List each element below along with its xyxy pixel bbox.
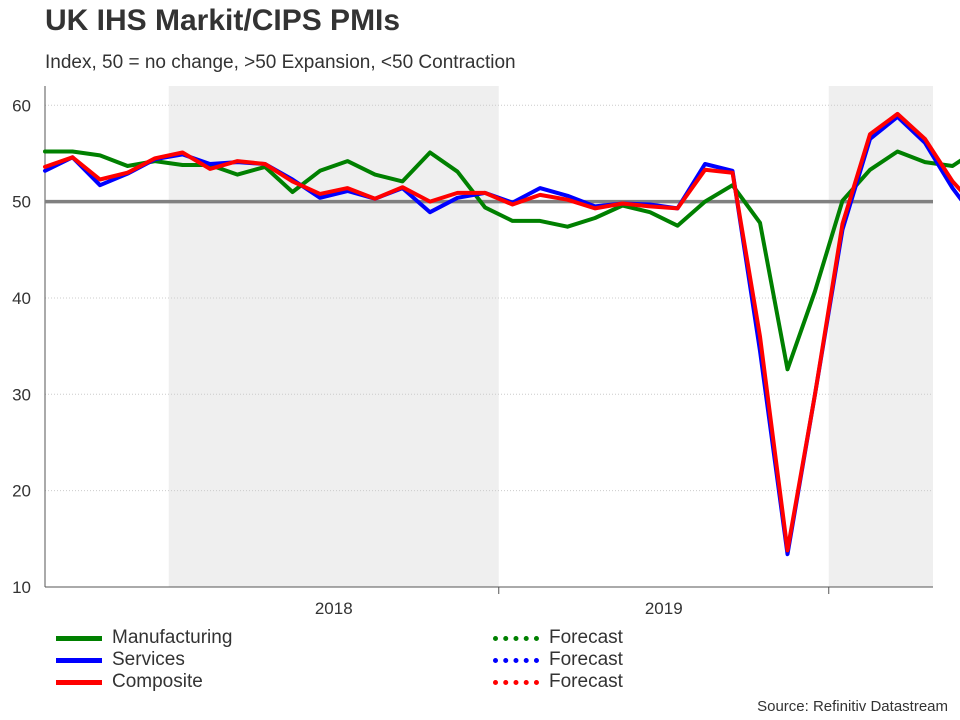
shaded-band-2018: [168, 86, 499, 587]
chart-title: UK IHS Markit/CIPS PMIs: [45, 4, 401, 37]
legend-swatch-composite: [56, 680, 102, 685]
y-tick-label-10: 10: [12, 578, 31, 597]
series-line-composite: [43, 111, 960, 553]
legend-label-services: Services: [112, 649, 185, 670]
legend-swatch-services: [56, 658, 102, 663]
legend-swatch-composite-forecast: [493, 680, 539, 685]
x-tick-label-2019: 2019: [645, 599, 683, 618]
legend-label-manufacturing-forecast: Forecast: [549, 627, 623, 648]
legend-label-services-forecast: Forecast: [549, 649, 623, 670]
legend-label-composite: Composite: [112, 671, 203, 692]
y-tick-label-30: 30: [12, 385, 31, 404]
y-tick-label-40: 40: [12, 289, 31, 308]
legend-label-manufacturing: Manufacturing: [112, 627, 233, 648]
chart-subtitle: Index, 50 = no change, >50 Expansion, <5…: [45, 52, 516, 73]
x-tick-label-2018: 2018: [315, 599, 353, 618]
legend-swatch-manufacturing-forecast: [493, 636, 539, 641]
y-tick-label-60: 60: [12, 96, 31, 115]
shaded-band-2020: [828, 86, 933, 587]
y-tick-label-50: 50: [12, 193, 31, 212]
source-note: Source: Refinitiv Datastream: [757, 698, 948, 715]
y-tick-label-20: 20: [12, 482, 31, 501]
legend-swatch-services-forecast: [493, 658, 539, 663]
legend-label-composite-forecast: Forecast: [549, 671, 623, 692]
legend-swatch-manufacturing: [56, 636, 102, 641]
